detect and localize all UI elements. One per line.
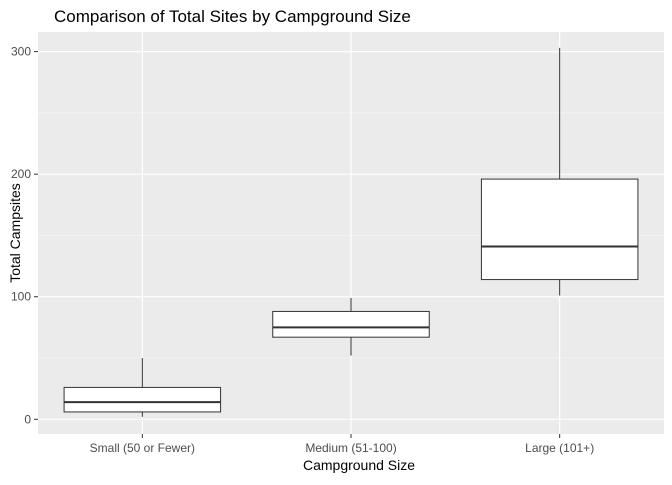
chart-title: Comparison of Total Sites by Campground … bbox=[54, 7, 411, 26]
x-tick-label: Large (101+) bbox=[525, 441, 594, 455]
y-tick-label: 100 bbox=[11, 290, 31, 304]
y-tick-label: 0 bbox=[24, 412, 31, 426]
box-1 bbox=[272, 297, 430, 356]
box-0 bbox=[63, 358, 222, 417]
box-iqr bbox=[480, 178, 639, 281]
box-iqr bbox=[272, 310, 430, 338]
y-tick-label: 300 bbox=[11, 45, 31, 59]
axes: 0 100 200 300 Small (50 or Fewer) Medium (51-… bbox=[11, 45, 594, 455]
x-tick-label: Small (50 or Fewer) bbox=[90, 441, 195, 455]
boxes bbox=[63, 47, 639, 417]
box-2 bbox=[480, 47, 639, 296]
box-iqr bbox=[63, 386, 222, 413]
y-tick-label: 200 bbox=[11, 167, 31, 181]
y-axis-title: Total Campsites bbox=[7, 183, 23, 283]
x-axis-title: Campground Size bbox=[303, 457, 415, 473]
x-tick-label: Medium (51-100) bbox=[305, 441, 396, 455]
